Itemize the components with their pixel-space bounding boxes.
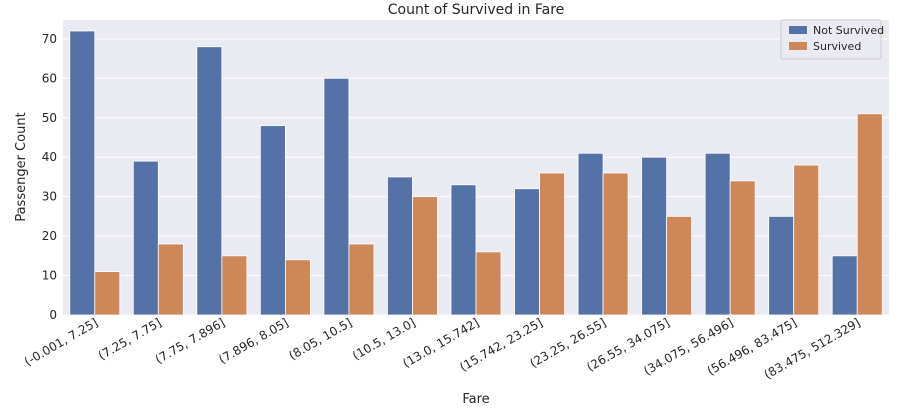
y-tick-label: 60 [42,71,57,85]
bar-not-survived [641,156,668,316]
bar-not-survived [514,188,540,316]
legend-swatch-not-survived [789,26,807,34]
legend-swatch-survived [789,42,807,50]
bar-survived [284,259,311,316]
bar-not-survived [196,46,223,316]
bar-survived [729,180,756,316]
y-tick-label: 50 [42,111,57,125]
bar-not-survived [69,30,96,316]
bar-not-survived [323,77,350,316]
bar-survived [157,243,184,316]
bars [69,30,883,316]
x-tick-label: (7.896, 8.05] [216,315,291,366]
bar-not-survived [259,125,286,316]
x-tick-label: (8.05, 10.5] [286,315,354,362]
bar-not-survived [704,152,731,316]
y-tick-label: 70 [42,32,57,46]
legend-label-not-survived: Not Survived [813,24,884,37]
bar-survived [793,164,820,316]
x-axis-label: Fare [462,392,489,407]
y-tick-label: 40 [42,150,57,164]
y-tick-labels: 0 10 20 30 40 50 60 70 [42,32,57,322]
bar-not-survived [768,215,795,316]
legend-label-survived: Survived [813,40,861,53]
bar-survived [475,251,502,316]
bar-not-survived [831,255,858,316]
y-tick-label: 0 [49,308,57,322]
y-tick-label: 10 [42,269,57,283]
chart-title: Count of Survived in Fare [388,2,565,18]
y-tick-label: 30 [42,190,57,204]
bar-survived [412,196,438,316]
x-tick-label: (7.75, 7.896] [153,315,228,366]
bar-not-survived [450,184,477,316]
x-tick-label: (-0.001, 7.25] [22,315,100,368]
bar-not-survived [387,176,413,316]
bar-not-survived [577,152,604,316]
bar-survived [539,172,565,316]
bar-survived [221,255,248,316]
legend: Not Survived Survived [780,19,884,60]
y-tick-label: 20 [42,229,57,243]
bar-survived [348,243,375,316]
y-axis-label: Passenger Count [14,112,29,221]
bar-survived [666,215,693,316]
bar-not-survived [132,160,159,316]
bar-survived [94,271,121,316]
bar-survived [856,113,883,316]
bar-survived [602,172,629,316]
x-tick-labels: (-0.001, 7.25](7.25, 7.75](7.75, 7.896](… [22,315,863,381]
